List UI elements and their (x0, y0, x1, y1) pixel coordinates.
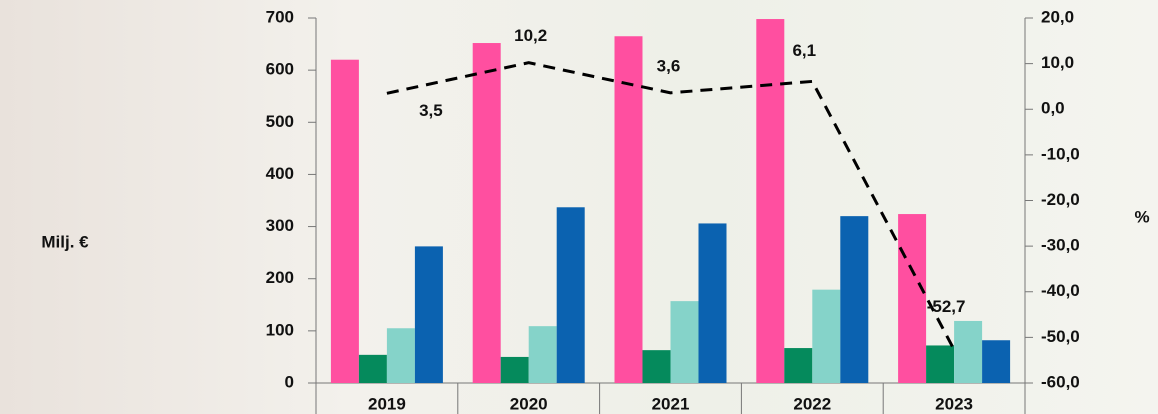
bar (812, 289, 841, 383)
bar (784, 348, 813, 383)
bar (528, 326, 557, 383)
y2-tick-label: -30,0 (1041, 236, 1080, 255)
y-tick-label: 400 (266, 164, 294, 183)
y2-tick-label: 20,0 (1041, 7, 1074, 26)
x-tick-label: 2022 (793, 394, 831, 413)
y2-tick-label: -40,0 (1041, 281, 1080, 300)
x-tick-label: 2020 (510, 394, 548, 413)
bar (756, 19, 785, 384)
bar (614, 36, 643, 383)
bar (330, 59, 359, 383)
y-tick-label: 300 (266, 216, 294, 235)
y-tick-label: 100 (266, 320, 294, 339)
y2-tick-label: -10,0 (1041, 144, 1080, 163)
bar (414, 246, 443, 383)
y2-tick-label: -60,0 (1041, 372, 1080, 391)
y-tick-label: 700 (266, 7, 294, 26)
y-tick-label: 0 (285, 372, 294, 391)
data-label: 10,2 (514, 26, 547, 45)
x-tick-label: 2019 (368, 394, 406, 413)
bar (954, 320, 983, 383)
data-label: 3,6 (657, 56, 681, 75)
x-tick-label: 2023 (935, 394, 973, 413)
bar (642, 350, 671, 383)
y2-tick-label: -20,0 (1041, 190, 1080, 209)
bar (670, 301, 699, 383)
bar (556, 207, 585, 383)
y2-tick-label: 0,0 (1041, 99, 1065, 118)
data-label: -52,7 (927, 297, 966, 316)
data-label: 3,5 (419, 101, 443, 120)
bar (472, 43, 501, 384)
y-tick-label: 600 (266, 60, 294, 79)
bar (926, 345, 955, 383)
bar (840, 216, 869, 383)
y-tick-label: 200 (266, 268, 294, 287)
y-tick-label: 500 (266, 112, 294, 131)
bar (386, 328, 415, 383)
bar (358, 354, 387, 383)
bar (500, 356, 529, 383)
bar (698, 223, 727, 383)
data-label: 6,1 (792, 41, 816, 60)
y2-tick-label: 10,0 (1041, 53, 1074, 72)
bar (898, 214, 927, 383)
bar (982, 340, 1011, 383)
y-axis-label: Milj. € (41, 232, 89, 251)
y2-tick-label: -50,0 (1041, 327, 1080, 346)
x-tick-label: 2021 (652, 394, 690, 413)
y2-axis-label: % (1134, 207, 1149, 226)
line (386, 61, 956, 351)
